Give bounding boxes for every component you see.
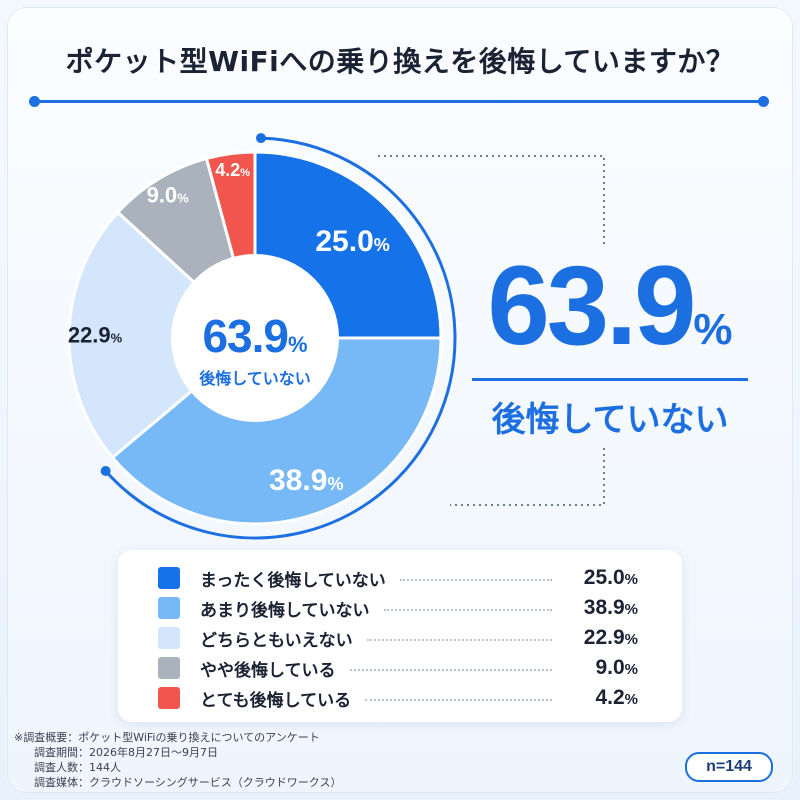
highlight-bracket-end-dot (100, 465, 111, 476)
legend-leader (366, 639, 552, 641)
legend: まったく後悔していない 25.0% あまり後悔していない 38.9% どちらともいえない… (118, 550, 682, 722)
donut-slice (67, 210, 258, 460)
sample-size-badge: n=144 (685, 752, 773, 782)
slice-value-label: 9.0% (147, 182, 190, 207)
legend-swatch (158, 627, 180, 649)
legend-swatch (158, 657, 180, 679)
legend-leader (365, 699, 552, 701)
page-title: ポケット型WiFiへの乗り換えを後悔していますか？ (65, 45, 735, 78)
highlight-bracket-arc (104, 136, 457, 540)
legend-value: 4.2% (595, 686, 638, 709)
legend-swatch (158, 597, 180, 619)
donut-slices (67, 150, 443, 526)
survey-notes: ※調査概要：ポケット型WiFiの乗り換えについてのアンケート 調査期間：2026… (14, 730, 341, 790)
callout-connector (378, 155, 605, 506)
legend-value: 9.0% (595, 656, 638, 679)
survey-note: 調査人数：144人 (34, 761, 121, 774)
survey-note: 調査期間：2026年8月27日～9月7日 (34, 746, 218, 759)
slice-labels: 25.0% 38.9% 22.9% 9.0% 4.2% (68, 160, 390, 497)
center-value: 63.9% (202, 310, 307, 362)
legend-value: 25.0% (583, 566, 638, 589)
legend-item: とても後悔している 4.2% (158, 686, 638, 711)
legend-item: どちらともいえない 22.9% (158, 626, 638, 651)
legend-swatch (158, 567, 180, 589)
survey-note: 調査媒体：クラウドソーシングサービス（クラウドワークス） (34, 776, 342, 789)
title-underline-end-dot (758, 96, 769, 107)
title-underline (29, 96, 769, 107)
title-underline-start-dot (29, 96, 40, 107)
slice-value-label: 25.0% (315, 225, 389, 258)
highlight-underline (472, 378, 748, 381)
donut-slice (110, 336, 443, 526)
legend-item: まったく後悔していない 25.0% (158, 566, 638, 591)
legend-swatch (158, 687, 180, 709)
highlight-value: 63.9% (487, 243, 733, 368)
legend-value: 22.9% (583, 626, 638, 649)
slice-value-label: 38.9% (269, 464, 343, 497)
legend-item: やや後悔している 9.0% (158, 656, 638, 681)
center-label: 後悔していない (199, 369, 311, 388)
legend-label: やや後悔している (200, 660, 336, 681)
legend-value: 38.9% (583, 596, 638, 619)
donut-hole (171, 254, 339, 422)
legend-label: とても後悔している (200, 690, 352, 711)
highlight-bracket-start-dot (255, 133, 266, 144)
legend-leader (399, 579, 552, 581)
slice-value-label: 22.9% (68, 322, 123, 347)
legend-leader (349, 669, 552, 671)
legend-label: あまり後悔していない (200, 600, 370, 621)
legend-leader (383, 609, 552, 611)
survey-note: ※調査概要：ポケット型WiFiの乗り換えについてのアンケート (14, 731, 320, 744)
legend-label: どちらともいえない (200, 630, 353, 651)
highlight-label: 後悔していない (491, 400, 729, 440)
legend-item: あまり後悔していない 38.9% (158, 596, 638, 621)
legend-label: まったく後悔していない (200, 570, 386, 591)
slice-value-label: 4.2% (215, 160, 250, 180)
